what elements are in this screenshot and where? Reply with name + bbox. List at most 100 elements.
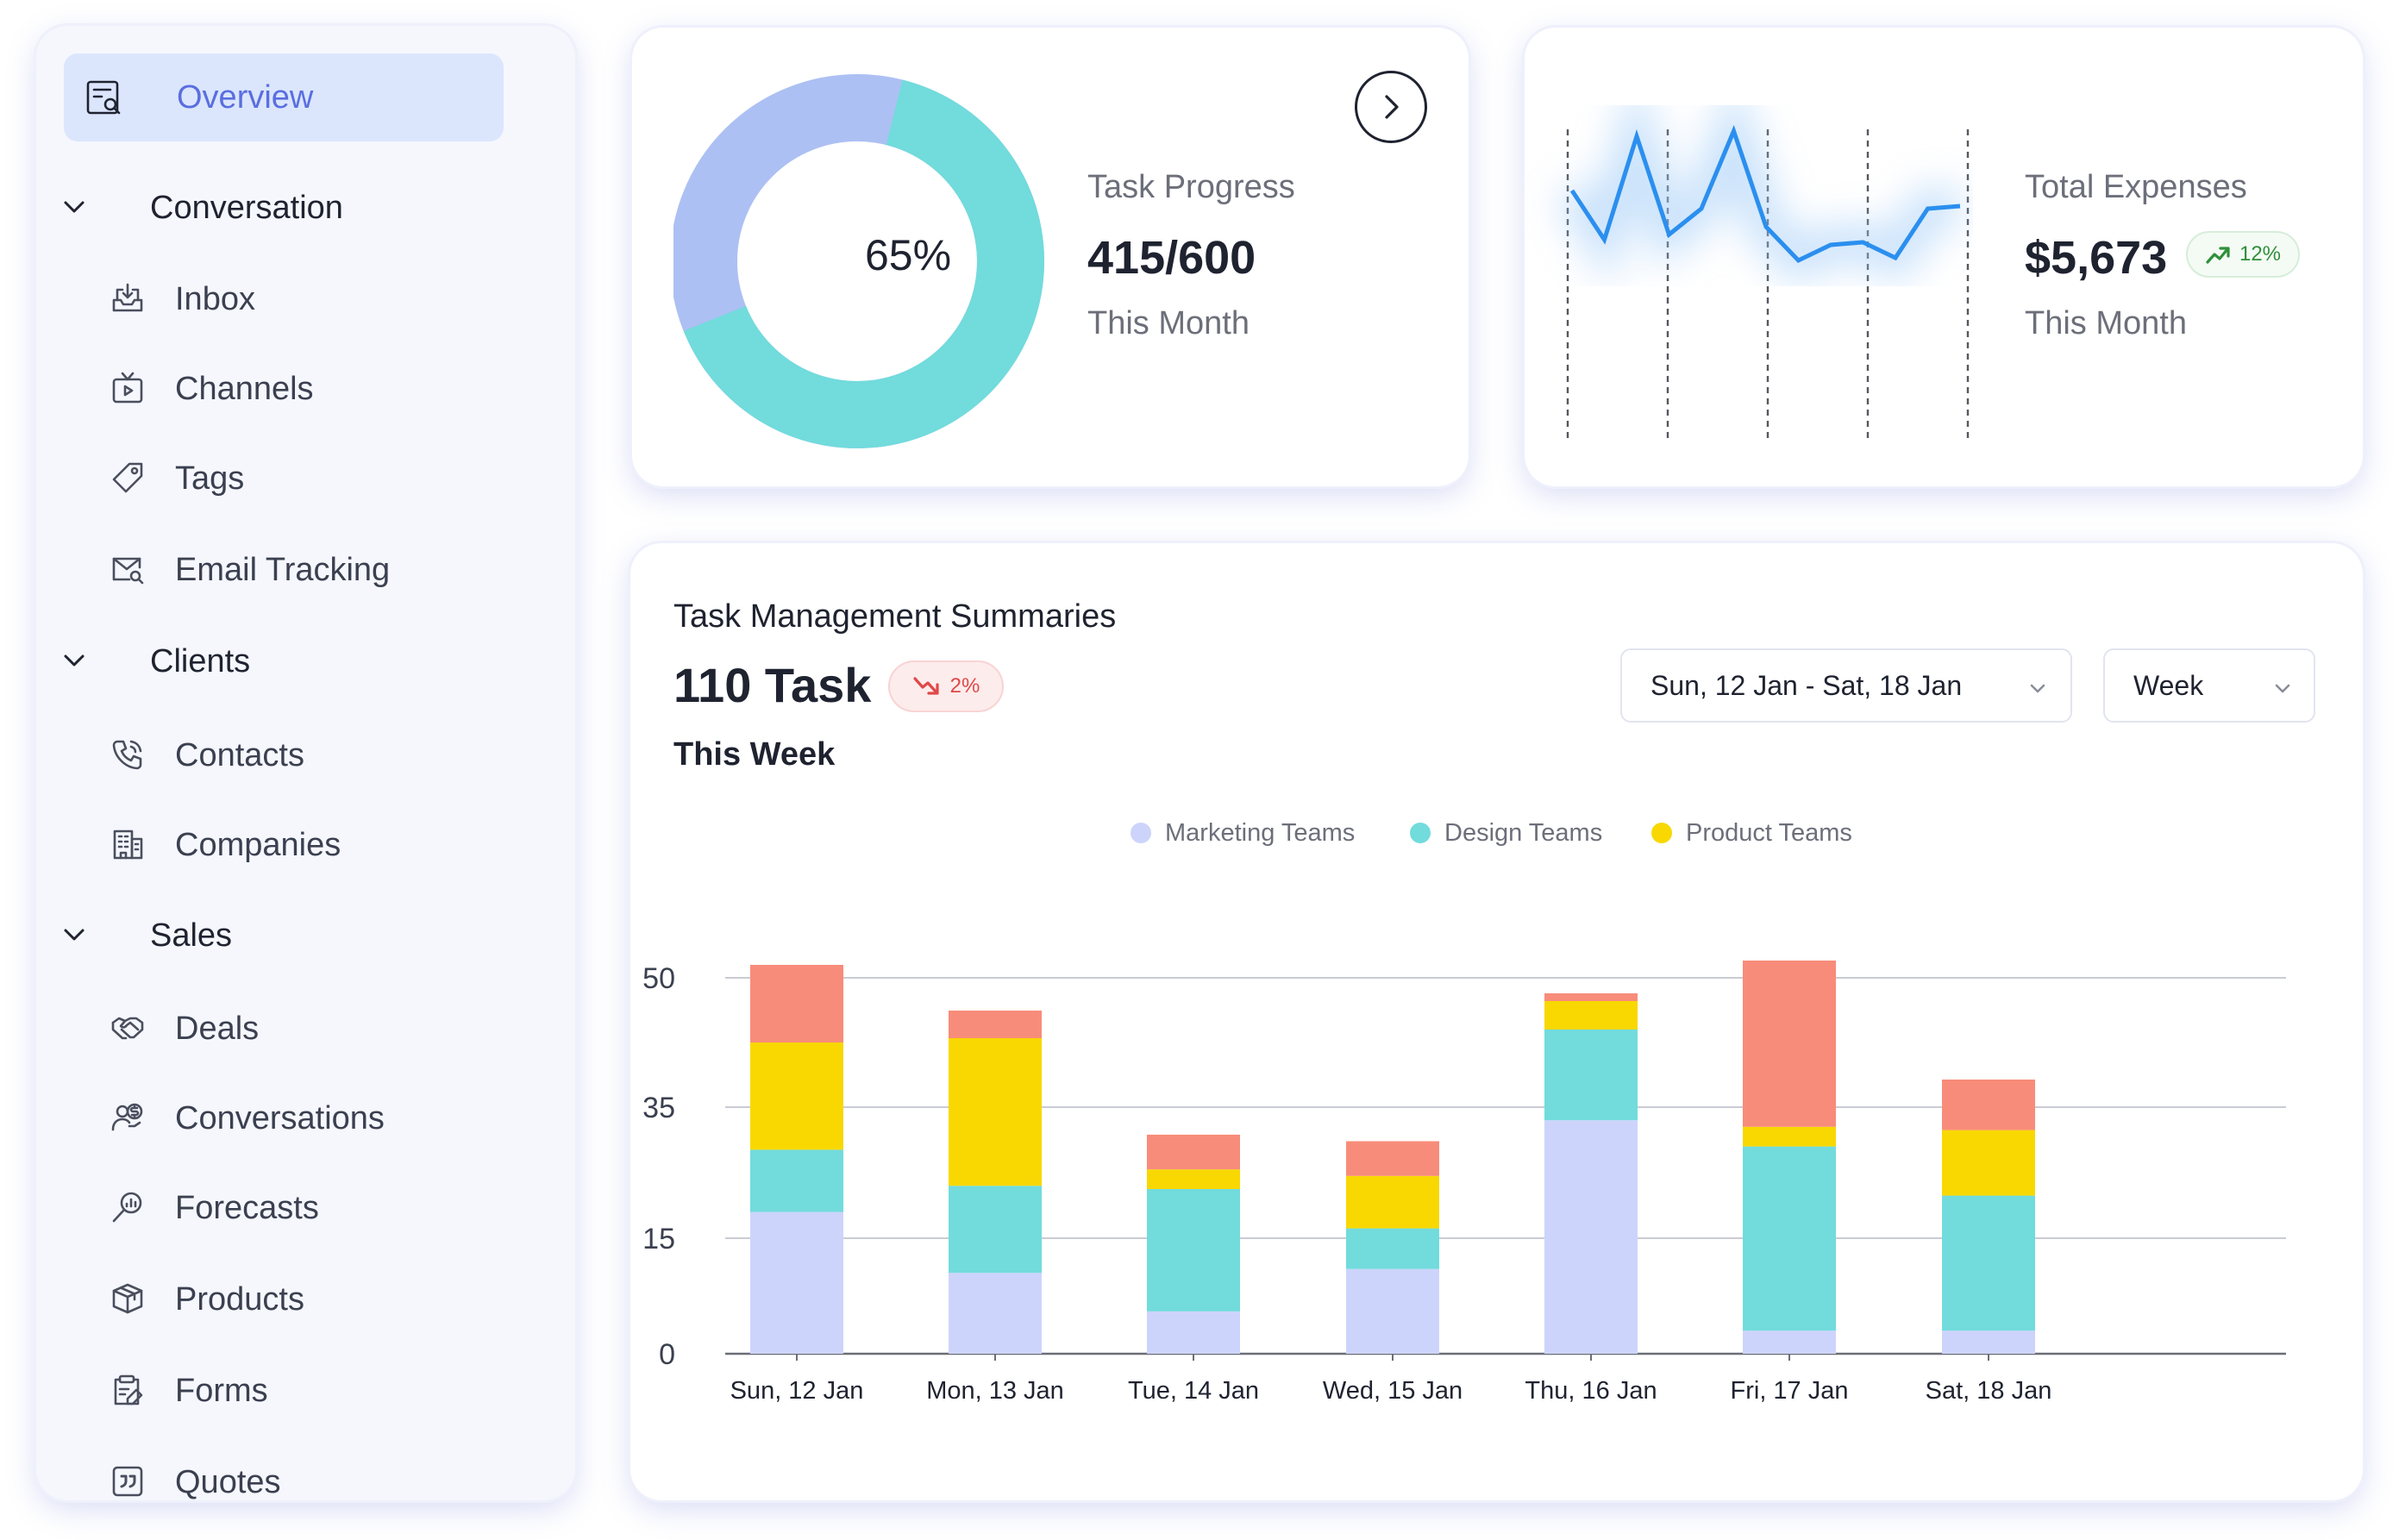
bar-segment[interactable] [949, 1038, 1042, 1186]
bar-segment[interactable] [1942, 1195, 2035, 1331]
date-range-dropdown[interactable]: Sun, 12 Jan - Sat, 18 Jan [1620, 648, 2072, 723]
x-tick-label: Sun, 12 Jan [730, 1377, 864, 1405]
bar-segment[interactable] [1346, 1268, 1439, 1354]
granularity-dropdown[interactable]: Week [2103, 648, 2315, 723]
summary-change-value: 2% [949, 674, 980, 698]
bar-segment[interactable] [1544, 1030, 1638, 1121]
progress-period: This Month [1087, 305, 1250, 341]
progress-title: Task Progress [1087, 169, 1295, 205]
sidebar-item-email-tracking-label: Email Tracking [175, 552, 391, 588]
granularity-value: Week [2133, 670, 2204, 701]
sidebar-item-products[interactable]: Products [110, 1273, 542, 1324]
bar-segment[interactable] [1544, 993, 1638, 1001]
legend-product[interactable]: Product Teams [1651, 816, 1852, 850]
bar-segment[interactable] [1743, 961, 1836, 1127]
bar-segment[interactable] [1346, 1141, 1439, 1176]
bar-segment[interactable] [1147, 1311, 1240, 1354]
user-dollar-icon [110, 1100, 145, 1135]
chevron-down-icon [60, 193, 88, 225]
legend-marketing-label: Marketing Teams [1165, 818, 1356, 847]
summary-title: Task Management Summaries [673, 598, 1117, 635]
sidebar-item-forecasts-label: Forecasts [175, 1190, 319, 1226]
expenses-change-badge: 12% [2186, 231, 2300, 278]
summary-period: This Week [673, 736, 836, 773]
bar-segment[interactable] [1743, 1146, 1836, 1331]
sidebar-item-tags-label: Tags [175, 460, 245, 497]
sidebar-item-email-tracking[interactable]: Email Tracking [110, 543, 542, 595]
bar-segment[interactable] [750, 965, 843, 1042]
bar-segment[interactable] [949, 1273, 1042, 1354]
sidebar-item-quotes[interactable]: Quotes [110, 1455, 542, 1507]
chevron-right-icon [1385, 95, 1399, 119]
chart-bars [750, 961, 2035, 1354]
sidebar-item-tags[interactable]: Tags [110, 452, 542, 504]
sidebar-item-products-label: Products [175, 1281, 304, 1318]
sidebar-item-conversations[interactable]: Conversations [110, 1092, 542, 1143]
sidebar-item-inbox[interactable]: Inbox [110, 272, 542, 324]
bar-segment[interactable] [1147, 1189, 1240, 1312]
expenses-value: $5,673 [2025, 232, 2168, 284]
trend-down-icon [913, 677, 939, 695]
sidebar-item-inbox-label: Inbox [175, 281, 255, 317]
bar-segment[interactable] [1942, 1080, 2035, 1130]
bar-segment[interactable] [1743, 1330, 1836, 1354]
progress-details-button[interactable] [1355, 71, 1427, 143]
bar-segment[interactable] [1346, 1228, 1439, 1269]
progress-percent: 65% [864, 231, 952, 279]
progress-donut [673, 74, 1044, 448]
tag-icon [110, 460, 145, 495]
sidebar-item-conversations-label: Conversations [175, 1100, 385, 1136]
y-tick-label: 35 [642, 1092, 675, 1124]
sidebar-item-contacts-label: Contacts [175, 737, 304, 773]
sidebar-item-channels[interactable]: Channels [110, 362, 542, 414]
donut-completed-arc [673, 74, 1044, 448]
section-clients-label: Clients [150, 643, 251, 679]
x-tick-label: Thu, 16 Jan [1525, 1377, 1657, 1405]
nav-item-overview[interactable]: Overview [64, 53, 504, 141]
sidebar-item-forms[interactable]: Forms [110, 1364, 542, 1416]
legend-design[interactable]: Design Teams [1410, 816, 1602, 850]
sidebar-item-channels-label: Channels [175, 371, 314, 407]
x-tick-label: Tue, 14 Jan [1128, 1377, 1259, 1405]
bar-segment[interactable] [1942, 1330, 2035, 1354]
sidebar-item-companies[interactable]: Companies [110, 818, 542, 870]
task-progress-card: 65% Task Progress 415/600 This Month [632, 28, 1469, 486]
sidebar: Overview Conversation Inbox Channels Tag… [36, 26, 575, 1500]
expenses-change-value: 12% [2239, 242, 2282, 266]
legend-marketing[interactable]: Marketing Teams [1131, 816, 1355, 850]
bar-segment[interactable] [750, 1042, 843, 1150]
bar-segment[interactable] [750, 1211, 843, 1354]
bar-segment[interactable] [750, 1149, 843, 1212]
x-tick-label: Mon, 13 Jan [926, 1377, 1064, 1405]
bar-segment[interactable] [1346, 1175, 1439, 1229]
chevron-down-icon [60, 921, 88, 953]
tv-play-icon [110, 371, 145, 405]
bar-segment[interactable] [1544, 1120, 1638, 1354]
sidebar-item-forecasts[interactable]: Forecasts [110, 1181, 542, 1233]
expenses-sparkline [1555, 71, 1970, 438]
y-tick-label: 0 [659, 1338, 675, 1371]
bar-segment[interactable] [949, 1186, 1042, 1274]
bar-segment[interactable] [1942, 1130, 2035, 1196]
bar-segment[interactable] [1147, 1169, 1240, 1189]
stacked-bar-chart: 0 15 35 50 Sun, 12 Jan Mon, 13 Jan Tue, 14 Jan… [642, 961, 2286, 1405]
legend-product-label: Product Teams [1686, 818, 1852, 847]
sidebar-item-deals-label: Deals [175, 1011, 260, 1047]
sparkline-line [1569, 124, 1961, 264]
bar-segment[interactable] [1743, 1126, 1836, 1147]
expenses-period: This Month [2025, 305, 2187, 341]
inbox-icon [110, 281, 145, 316]
total-expenses-card: Total Expenses $5,673 12% This Month [1525, 28, 2363, 486]
bar-segment[interactable] [1147, 1134, 1240, 1170]
bar-segment[interactable] [949, 1011, 1042, 1038]
section-sales-label: Sales [150, 917, 233, 954]
bar-segment[interactable] [1544, 1001, 1638, 1030]
quote-icon [110, 1464, 145, 1499]
sidebar-item-deals[interactable]: Deals [110, 1002, 542, 1054]
chevron-down-icon [2030, 684, 2045, 693]
handshake-icon [110, 1011, 145, 1045]
chart-labels: 0 15 35 50 Sun, 12 Jan Mon, 13 Jan Tue, 14 Jan… [642, 962, 2051, 1405]
sidebar-item-forms-label: Forms [175, 1373, 268, 1409]
sidebar-item-companies-label: Companies [175, 827, 341, 863]
sidebar-item-contacts[interactable]: Contacts [110, 729, 542, 780]
